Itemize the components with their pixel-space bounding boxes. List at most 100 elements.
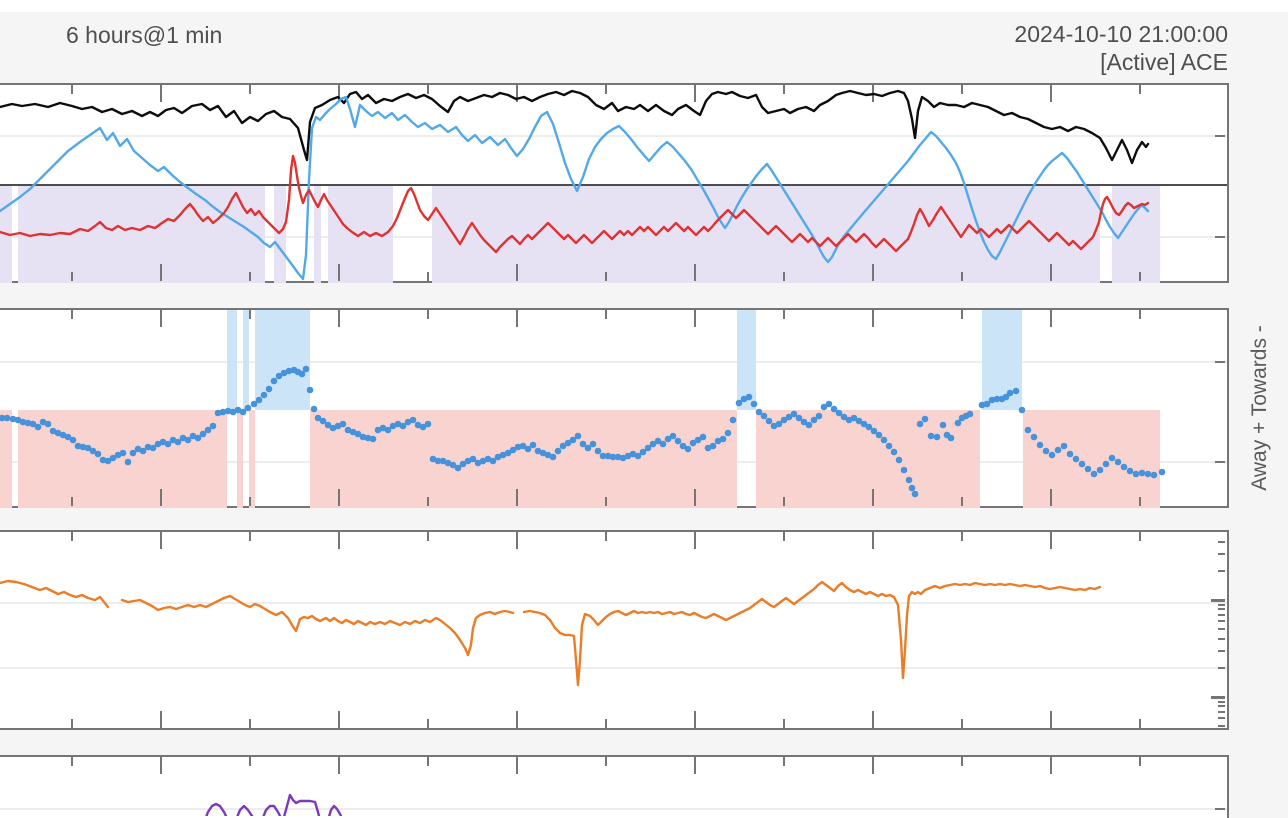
half-hour-tick [427,310,429,319]
log-minor-tick [1218,604,1225,606]
hour-tick [160,85,162,102]
hour-tick [516,757,518,774]
log-minor-tick [1218,638,1225,640]
half-hour-tick [605,719,607,728]
hour-tick [160,264,162,281]
hour-tick [338,757,340,774]
log-minor-tick [1218,570,1225,572]
hour-tick [872,264,874,281]
half-hour-tick [249,532,251,541]
hour-tick [872,85,874,102]
log-minor-tick [1218,620,1225,622]
hour-tick [338,264,340,281]
right-axis-tick [1215,461,1225,463]
half-hour-tick [783,497,785,506]
hour-tick [338,711,340,728]
hour-tick [694,310,696,327]
toward-sector-shade [1023,410,1160,508]
hour-tick [872,532,874,549]
negative-bz-shade [314,185,321,283]
hour-tick [338,85,340,102]
half-hour-tick [1139,532,1141,541]
half-hour-tick [783,85,785,94]
half-hour-tick [605,85,607,94]
hour-tick [160,711,162,728]
gridline [0,135,1227,137]
hour-tick [516,711,518,728]
half-hour-tick [71,497,73,506]
hour-tick [694,85,696,102]
away-sector-shade [737,310,756,410]
log-minor-tick [1218,650,1225,652]
hour-tick [872,711,874,728]
half-hour-tick [605,497,607,506]
time-range-label: 6 hours@1 min [66,22,223,48]
log-minor-tick [1218,541,1225,543]
toward-sector-shade [756,410,980,508]
away-sector-shade [227,310,237,410]
header-right: 2024-10-10 21:00:00 [Active] ACE [628,20,1228,76]
plot-timestamp: 2024-10-10 21:00:00 [1014,21,1228,47]
half-hour-tick [1139,310,1141,319]
gridline [0,361,1227,363]
half-hour-tick [783,757,785,766]
right-axis-tick [1215,135,1225,137]
hour-tick [1050,264,1052,281]
negative-bz-shade [274,185,286,283]
half-hour-tick [71,272,73,281]
half-hour-tick [961,272,963,281]
log-minor-tick [1218,701,1225,703]
right-axis-tick [1215,236,1225,238]
log-minor-tick [1218,608,1225,610]
log-minor-tick [1218,705,1225,707]
log-minor-tick [1218,725,1225,727]
hour-tick [160,757,162,774]
half-hour-tick [961,497,963,506]
half-hour-tick [427,719,429,728]
log-minor-tick [1218,614,1225,616]
half-hour-tick [1139,719,1141,728]
top-strip [0,0,1288,12]
half-hour-tick [605,532,607,541]
hour-tick [872,310,874,327]
toward-sector-shade [18,410,227,508]
half-hour-tick [427,272,429,281]
half-hour-tick [783,532,785,541]
hour-tick [516,489,518,506]
half-hour-tick [1139,85,1141,94]
hour-tick [1050,489,1052,506]
hour-tick [516,310,518,327]
hour-tick [338,532,340,549]
toward-sector-shade [237,410,243,508]
hour-tick [516,85,518,102]
half-hour-tick [249,719,251,728]
half-hour-tick [427,497,429,506]
sector-axis-label: Away + Towards - [1248,325,1271,491]
hour-tick [1050,532,1052,549]
gridline [0,602,1227,604]
negative-bz-shade [1112,185,1160,283]
hour-tick [872,489,874,506]
log-minor-tick [1218,667,1225,669]
half-hour-tick [961,310,963,319]
half-hour-tick [427,532,429,541]
density-panel [0,530,1229,730]
log-major-tick [1211,599,1225,602]
hour-tick [160,489,162,506]
half-hour-tick [249,757,251,766]
half-hour-tick [427,757,429,766]
hour-tick [694,757,696,774]
away-sector-shade [243,310,249,410]
hour-tick [1050,757,1052,774]
half-hour-tick [249,85,251,94]
hour-tick [338,489,340,506]
half-hour-tick [249,310,251,319]
phi-sector-panel [0,308,1229,508]
log-minor-tick [1218,717,1225,719]
toward-sector-shade [0,410,12,508]
hour-tick [160,532,162,549]
toward-sector-shade [310,410,737,508]
negative-bz-shade [18,185,265,283]
half-hour-tick [71,85,73,94]
